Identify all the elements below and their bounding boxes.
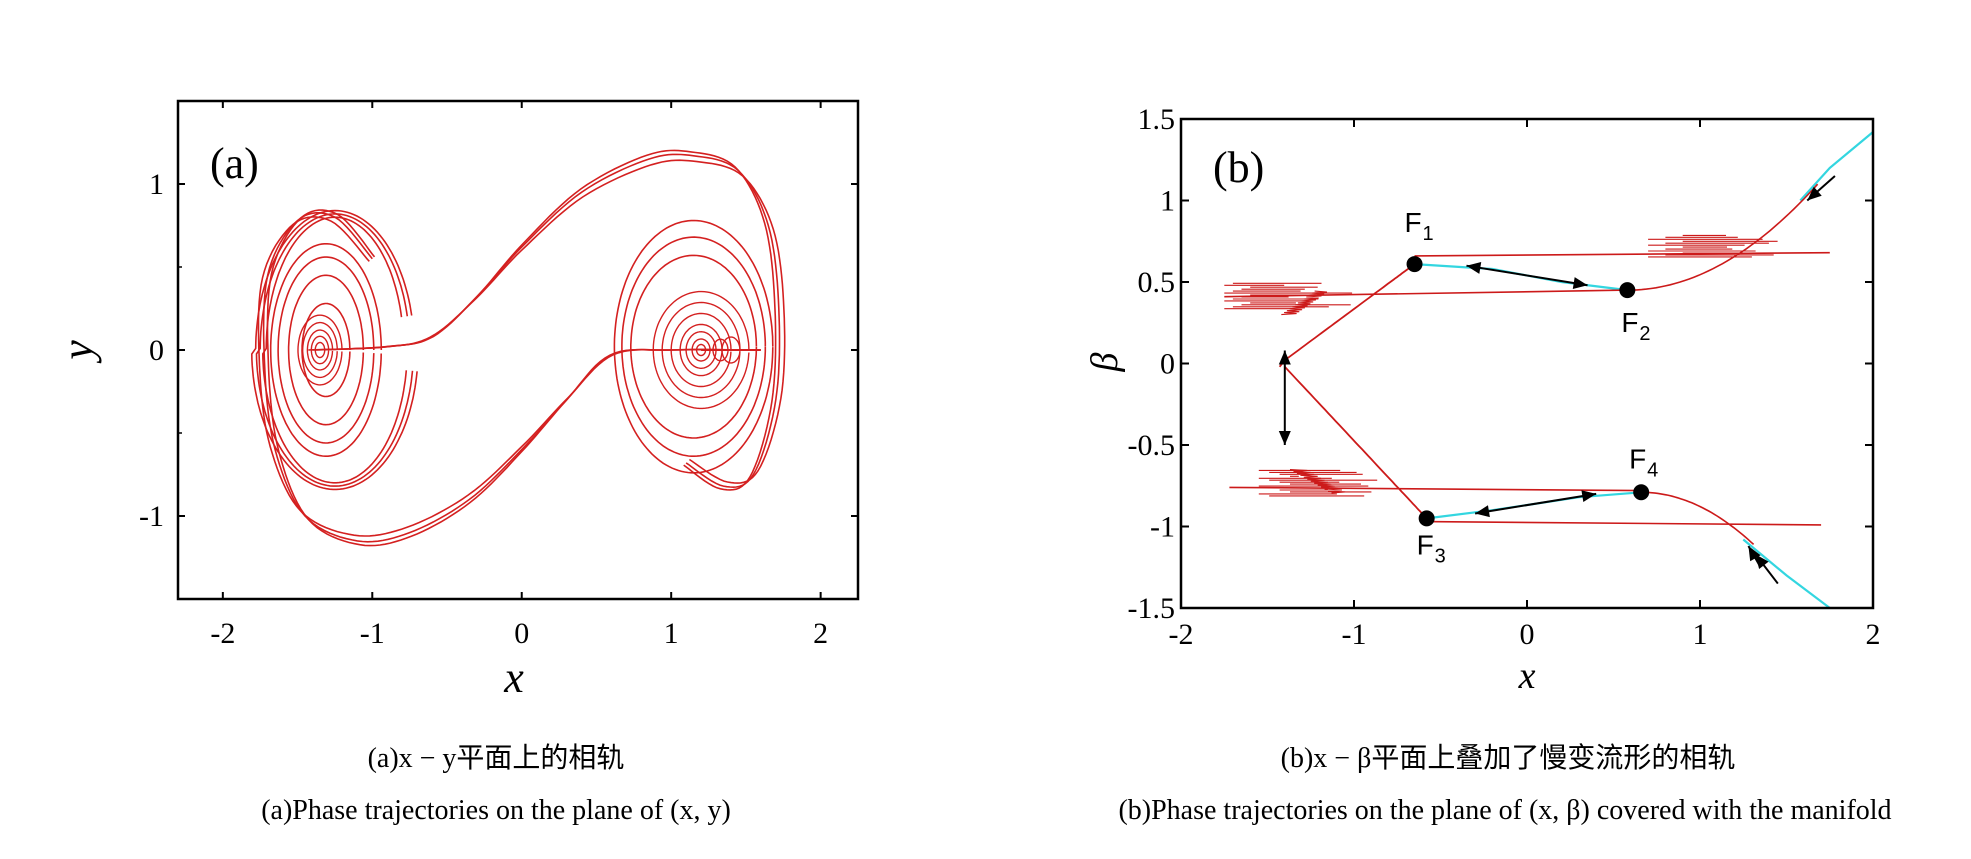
y-tick-label: 0: [1160, 348, 1175, 381]
chart-b-xlabel: x: [1518, 655, 1536, 697]
trajectory-line: [1224, 289, 1628, 298]
trajectory-line: [297, 314, 343, 386]
y-tick-label: -0.5: [1128, 429, 1176, 462]
arrow-head: [1572, 277, 1588, 289]
x-tick-label: -1: [1342, 618, 1367, 651]
chart-a-ylabel: y: [53, 340, 102, 364]
chart-a-xlabel: x: [503, 653, 524, 702]
trajectory-line: [287, 274, 365, 426]
y-tick-label: 1.5: [1138, 103, 1176, 136]
x-tick-label: 0: [514, 617, 529, 650]
fixed-point-subscript: 2: [1639, 323, 1650, 345]
chart-b-ticks: -2 -1 0 1 2 1.5 1 0.5 0 -0.5 -1 -1.5: [1128, 103, 1881, 651]
trajectory-line: [1641, 491, 1755, 545]
fixed-point-label: F: [1629, 443, 1646, 474]
trajectory-line: [277, 256, 375, 444]
fixed-point-subscript: 4: [1647, 459, 1658, 481]
trajectory-line: [1284, 263, 1416, 361]
fixed-point-subscript: 3: [1435, 545, 1446, 567]
arrow-line: [1466, 264, 1588, 287]
trajectory-line: [630, 254, 758, 439]
arrow-line: [1474, 492, 1597, 515]
arrow-head: [1475, 505, 1490, 518]
manifold-line: [1799, 131, 1874, 202]
chart-b-trajectory: [1224, 183, 1830, 545]
trajectory-line: [250, 209, 418, 491]
x-tick-label: -1: [360, 617, 385, 650]
fixed-point-subscript: 1: [1423, 223, 1434, 245]
trajectory-line: [301, 302, 351, 398]
x-tick-label: 1: [664, 617, 679, 650]
x-tick-label: 2: [1866, 618, 1881, 651]
y-tick-label: 1: [149, 168, 164, 201]
manifold-line: [1742, 538, 1831, 609]
fixed-point-label: F: [1405, 207, 1422, 238]
trajectory-line: [1627, 183, 1819, 291]
x-tick-label: 0: [1520, 618, 1535, 651]
y-tick-label: 0.5: [1138, 266, 1176, 299]
trajectory-line: [1281, 290, 1328, 316]
caption-b-cn: (b)x − β平面上叠加了慢变流形的相轨: [1280, 743, 1736, 774]
y-tick-label: -1: [1150, 511, 1175, 544]
x-tick-label: -2: [210, 617, 235, 650]
caption-a-cn: (a)x − y平面上的相轨: [367, 743, 625, 774]
trajectory-line: [621, 236, 767, 457]
chart-a: -2 -1 0 1 2 1 0 -1 (a) x y: [53, 99, 860, 702]
trajectory-line: [661, 301, 741, 399]
chart-a-trajectory: [250, 149, 786, 547]
trajectory-line: [613, 219, 774, 474]
x-tick-label: 1: [1693, 618, 1708, 651]
arrow-head: [1807, 186, 1822, 201]
arrow-head: [1581, 490, 1597, 503]
fixed-point-marker: [1406, 256, 1423, 273]
trajectory-line: [269, 243, 383, 457]
chart-a-panel-label: (a): [210, 139, 259, 188]
caption-b-en: (b)Phase trajectories on the plane of (x…: [1118, 795, 1892, 826]
chart-a-ticks: -2 -1 0 1 2 1 0 -1: [139, 100, 858, 650]
trajectory-line: [306, 329, 334, 371]
chart-b-panel-label: (b): [1213, 143, 1264, 192]
trajectory-line: [261, 216, 408, 484]
fixed-point-marker: [1619, 282, 1636, 299]
trajectory-line: [315, 149, 777, 491]
trajectory-line: [266, 209, 750, 547]
arrow-head: [1748, 546, 1761, 562]
y-tick-label: 1: [1160, 185, 1175, 218]
trajectory-line: [257, 216, 758, 537]
fixed-point-marker: [1633, 484, 1650, 501]
y-tick-label: -1.5: [1128, 592, 1176, 625]
chart-b-ylabel: β: [1084, 352, 1126, 372]
fixed-point-marker: [1418, 510, 1435, 527]
arrow-head: [1755, 554, 1769, 569]
y-tick-label: 0: [149, 334, 164, 367]
x-tick-label: -2: [1169, 618, 1194, 651]
fixed-point-label: F: [1621, 307, 1638, 338]
chart-b-fixed-points: F 1F 2F 3F 4: [1405, 207, 1659, 567]
caption-a-en: (a)Phase trajectories on the plane of (x…: [261, 795, 731, 826]
chart-b: F 1F 2F 3F 4 -2 -1 0 1 21.510.50-0.5-1-1.5 (b) x…: [1084, 103, 1881, 697]
arrow-head: [1278, 350, 1291, 365]
manifold-line: [1414, 263, 1628, 292]
arrow-head: [1466, 262, 1482, 274]
chart-b-manifold: [1414, 131, 1874, 609]
fixed-point-label: F: [1417, 529, 1434, 560]
arrow-head: [1278, 431, 1291, 445]
trajectory-line: [1289, 468, 1346, 494]
y-tick-label: -1: [139, 500, 164, 533]
trajectory-line: [255, 213, 414, 487]
trajectory-line: [652, 290, 750, 410]
trajectory-line: [1423, 520, 1822, 526]
chart-b-arrows: [1278, 175, 1836, 585]
x-tick-label: 2: [813, 617, 828, 650]
manifold-line: [1426, 491, 1642, 520]
trajectory-line: [312, 153, 781, 489]
